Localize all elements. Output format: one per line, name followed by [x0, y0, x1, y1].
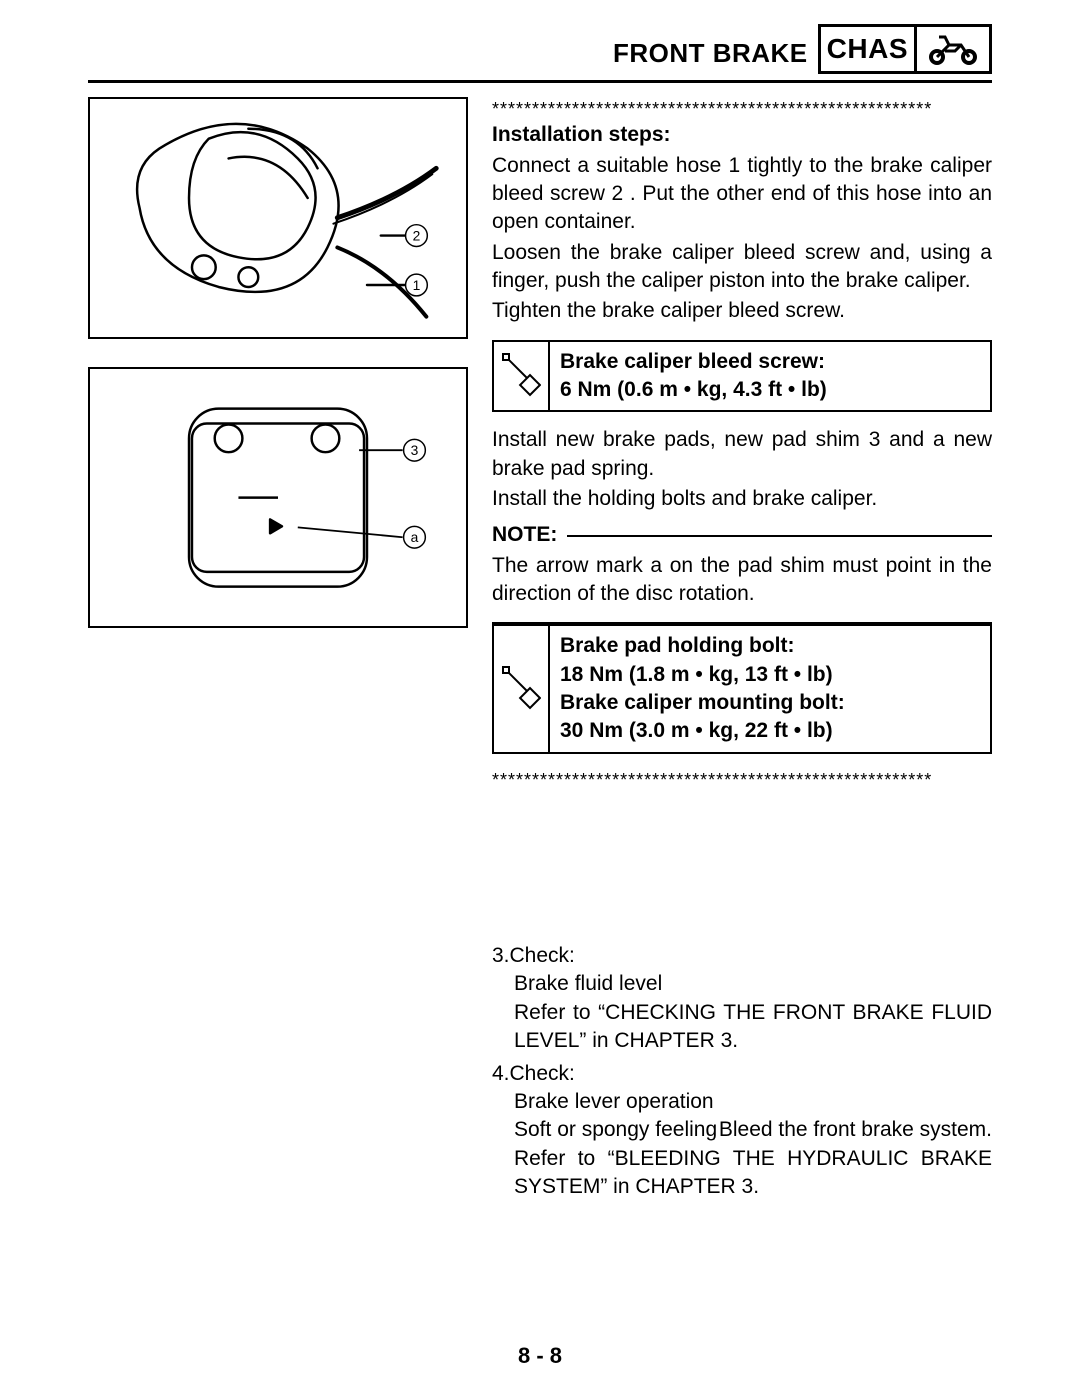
- asterisk-divider-bottom: ****************************************…: [492, 768, 992, 792]
- svg-text:a: a: [411, 529, 419, 545]
- header-title: FRONT BRAKE: [613, 24, 808, 69]
- torque-line: 18 Nm (1.8 m • kg, 13 ft • lb): [560, 661, 845, 689]
- ref-num-1: 1: [729, 154, 741, 177]
- figure-column: 2 1 3: [88, 97, 468, 1201]
- text-column: ****************************************…: [492, 97, 992, 1201]
- text-span: The arrow mark: [492, 554, 650, 577]
- installation-p2: Loosen the brake caliper bleed screw and…: [492, 239, 992, 296]
- check-num: 3.: [492, 944, 510, 967]
- text-span: Soft or spongy feeling: [514, 1116, 717, 1144]
- header-chas-label: CHAS: [821, 33, 914, 65]
- check-item-4: 4.Check: Brake lever operation Soft or s…: [492, 1060, 992, 1202]
- check-line: Refer to “BLEEDING THE HYDRAULIC BRAKE S…: [514, 1145, 992, 1202]
- torque-wrench-icon: [494, 342, 550, 411]
- torque-line: 6 Nm (0.6 m • kg, 4.3 ft • lb): [560, 376, 827, 404]
- text-span: Install new brake pads, new pad shim: [492, 428, 869, 451]
- caliper-hose-illustration: 2 1: [100, 109, 456, 327]
- two-column-layout: 2 1 3: [88, 97, 992, 1201]
- torque-line: 30 Nm (3.0 m • kg, 22 ft • lb): [560, 717, 845, 745]
- check-label: Check:: [510, 944, 575, 967]
- torque-line: Brake pad holding bolt:: [560, 632, 845, 660]
- text-span: Bleed the front brake system.: [719, 1116, 992, 1144]
- mid-p1: Install new brake pads, new pad shim 3 a…: [492, 426, 992, 483]
- page-number: 8 - 8: [0, 1343, 1080, 1369]
- installation-p3: Tighten the brake caliper bleed screw.: [492, 297, 992, 325]
- figure-caliper-hose: 2 1: [88, 97, 468, 339]
- installation-p1: Connect a suitable hose 1 tightly to the…: [492, 152, 992, 237]
- page-header: FRONT BRAKE CHAS: [88, 24, 992, 74]
- torque-box-bolts: Brake pad holding bolt: 18 Nm (1.8 m • k…: [492, 622, 992, 753]
- ref-num-3: 3: [869, 428, 881, 451]
- note-rule: [567, 535, 992, 537]
- check-num: 4.: [492, 1062, 510, 1085]
- svg-text:2: 2: [413, 228, 421, 244]
- note-heading-row: NOTE:: [492, 521, 992, 549]
- check-body: Brake lever operation Soft or spongy fee…: [492, 1088, 992, 1201]
- check-line: Brake lever operation: [514, 1088, 992, 1116]
- motorcycle-icon: [925, 31, 981, 67]
- text-span: Connect a suitable hose: [492, 154, 729, 177]
- mid-p2: Install the holding bolts and brake cali…: [492, 485, 992, 513]
- torque-line: Brake caliper bleed screw:: [560, 348, 827, 376]
- torque-inner: Brake pad holding bolt: 18 Nm (1.8 m • k…: [494, 626, 990, 751]
- ref-num-2: 2: [612, 182, 624, 205]
- check-line: Refer to “CHECKING THE FRONT BRAKE FLUID…: [514, 999, 992, 1056]
- check-label: Check:: [510, 1062, 575, 1085]
- torque-box-bleed-screw: Brake caliper bleed screw: 6 Nm (0.6 m •…: [492, 340, 992, 413]
- torque-text: Brake caliper bleed screw: 6 Nm (0.6 m •…: [550, 342, 837, 411]
- asterisk-divider-top: ****************************************…: [492, 97, 992, 121]
- check-section: 3.Check: Brake fluid level Refer to “CHE…: [492, 942, 992, 1201]
- header-rule: [88, 80, 992, 83]
- check-item-3: 3.Check: Brake fluid level Refer to “CHE…: [492, 942, 992, 1055]
- ref-mark-a: a: [650, 554, 662, 577]
- torque-line: Brake caliper mounting bolt:: [560, 689, 845, 717]
- page: FRONT BRAKE CHAS: [0, 0, 1080, 1397]
- svg-text:3: 3: [411, 442, 419, 458]
- check-line: Brake fluid level: [514, 970, 992, 998]
- installation-heading: Installation steps:: [492, 121, 992, 149]
- note-text: The arrow mark a on the pad shim must po…: [492, 552, 992, 609]
- svg-text:1: 1: [413, 277, 421, 293]
- note-label: NOTE:: [492, 521, 557, 549]
- figure-pad-shim: 3 a: [88, 367, 468, 628]
- header-chapter-box: CHAS: [818, 24, 992, 74]
- header-motorcycle-icon-cell: [914, 27, 989, 71]
- torque-text: Brake pad holding bolt: 18 Nm (1.8 m • k…: [550, 626, 855, 751]
- torque-wrench-icon: [494, 626, 550, 751]
- check-body: Brake fluid level Refer to “CHECKING THE…: [492, 970, 992, 1055]
- pad-shim-illustration: 3 a: [100, 379, 456, 616]
- check-line-soft: Soft or spongy feeling Bleed the front b…: [514, 1116, 992, 1144]
- torque-inner: Brake caliper bleed screw: 6 Nm (0.6 m •…: [494, 342, 990, 411]
